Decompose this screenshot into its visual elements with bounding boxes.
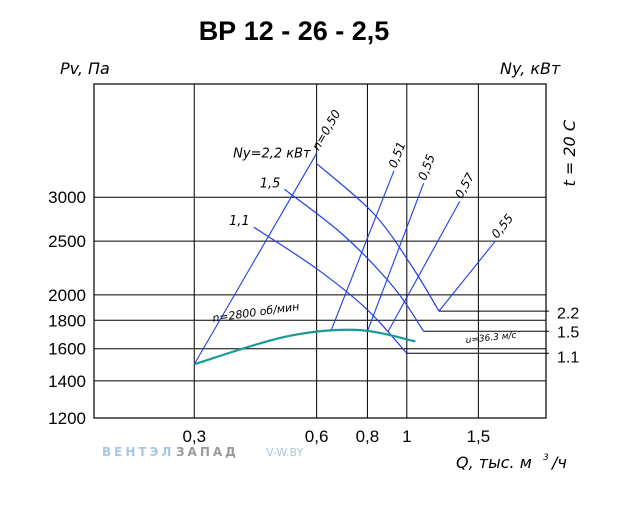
x-axis-label-group: Q, тыс. м 3 /ч (456, 453, 567, 472)
y-tick-label-1: 2500 (48, 232, 86, 251)
plot-frame (93, 83, 547, 419)
x-axis-label-exponent: 3 (543, 453, 549, 463)
watermark-site: V-W.BY (266, 446, 303, 459)
temperature-label: t = 20 С (560, 119, 579, 186)
y-tick-label-2: 2000 (48, 286, 86, 305)
speed-label: n=2800 об/мин (212, 300, 301, 325)
x-tick-label-4: 1,5 (467, 427, 491, 446)
power-ticks: 2.2 1.5 1.1 (557, 305, 579, 366)
y-axis-label: Pv, Па (60, 59, 110, 78)
efficiency-line-0 (193, 153, 318, 365)
efficiency-line-1 (330, 170, 395, 332)
velocity-label: u=36.3 м/с (465, 331, 517, 346)
x-tick-label-2: 0,8 (356, 427, 380, 446)
y-tick-label-5: 1400 (48, 372, 86, 391)
power-tick-label-0: 2.2 (557, 305, 579, 322)
efficiency-line-3 (387, 201, 461, 332)
right-axis-label: Ny, кВт (500, 59, 561, 78)
watermark-brand-part1: ВЕНТЭЛ (102, 445, 174, 459)
chart-title: ВР 12 - 26 - 2,5 (199, 16, 390, 46)
efficiency-label-3: 0,57 (452, 170, 477, 200)
efficiency-label-4: 0,55 (489, 211, 517, 241)
efficiency-line-2 (366, 183, 425, 332)
x-tick-label-0: 0,3 (182, 427, 206, 446)
y-ticks: 3000 2500 2000 1800 1600 1400 1200 (48, 188, 86, 428)
x-axis-label: Q, тыс. м (456, 453, 532, 472)
efficiency-line-4 (438, 240, 496, 312)
efficiency-label-1: 0,51 (386, 140, 409, 170)
power-curve-1 (284, 188, 425, 332)
power-curve-label-1: 1,5 (260, 176, 281, 191)
watermark-brand-part2: ЗАПАД (176, 445, 239, 459)
power-curves: Ny=2,2 кВт 1,5 1,1 (229, 147, 549, 354)
power-curve-label-0: Ny=2,2 кВт (233, 147, 311, 162)
x-axis-label-tail: /ч (550, 453, 567, 472)
x-tick-label-3: 1 (402, 427, 411, 446)
power-tick-label-2: 1.1 (557, 349, 579, 366)
power-curve-label-2: 1,1 (229, 214, 250, 229)
efficiency-label-0: n=0,50 (309, 107, 344, 153)
power-tick-label-1: 1.5 (557, 324, 579, 341)
x-tick-label-1: 0,6 (305, 427, 329, 446)
y-tick-label-0: 3000 (48, 188, 86, 207)
power-curve-2 (253, 226, 408, 354)
pressure-curve-line (193, 328, 416, 366)
pressure-curve (193, 328, 416, 366)
y-tick-label-3: 1800 (48, 311, 86, 330)
efficiency-label-2: 0,55 (415, 152, 438, 182)
y-tick-label-4: 1600 (48, 340, 86, 359)
watermark: ВЕНТЭЛ ЗАПАД V-W.BY (102, 445, 303, 459)
power-curve-0 (316, 163, 440, 312)
x-ticks: 0,3 0,6 0,8 1 1,5 (182, 427, 490, 446)
y-tick-label-6: 1200 (48, 409, 86, 428)
